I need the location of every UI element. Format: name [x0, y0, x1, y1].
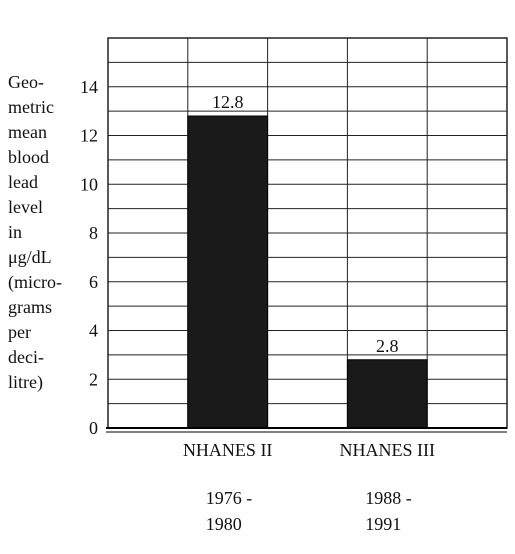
y-tick-label: 8 — [89, 223, 98, 243]
y-axis-label-line: Geo- — [8, 72, 44, 92]
y-axis-label-line: μg/dL — [8, 247, 52, 267]
period-label-line: 1976 - — [205, 488, 253, 508]
y-axis-label-line: in — [8, 222, 23, 242]
y-tick-label: 2 — [89, 369, 98, 389]
y-axis-label-line: blood — [8, 147, 50, 167]
y-tick-label: 10 — [80, 174, 98, 194]
y-tick-label: 4 — [89, 321, 98, 341]
y-axis-label-line: litre) — [8, 372, 43, 392]
period-label-line: 1988 - — [365, 488, 412, 508]
bar — [187, 115, 269, 429]
x-category-label: NHANES II — [183, 440, 273, 460]
y-axis-label-line: lead — [8, 172, 38, 192]
x-category-label: NHANES III — [340, 440, 435, 460]
y-axis-label-line: metric — [8, 97, 54, 117]
bar-data-label: 12.8 — [212, 92, 244, 112]
y-axis-label-line: deci- — [8, 347, 44, 367]
y-axis-label-line: level — [8, 197, 43, 217]
y-axis-label-line: grams — [8, 297, 52, 317]
y-tick-label: 0 — [89, 418, 98, 438]
y-axis-label-line: mean — [8, 122, 47, 142]
y-axis-label-line: (micro- — [8, 272, 62, 292]
y-tick-label: 12 — [80, 126, 98, 146]
bar — [346, 359, 428, 429]
y-tick-label: 14 — [80, 77, 98, 97]
bar-data-label: 2.8 — [376, 336, 399, 356]
period-label-line: 1991 — [365, 514, 402, 534]
y-tick-label: 6 — [89, 272, 98, 292]
y-axis-label-line: per — [8, 322, 31, 342]
period-label-line: 1980 — [205, 514, 242, 534]
